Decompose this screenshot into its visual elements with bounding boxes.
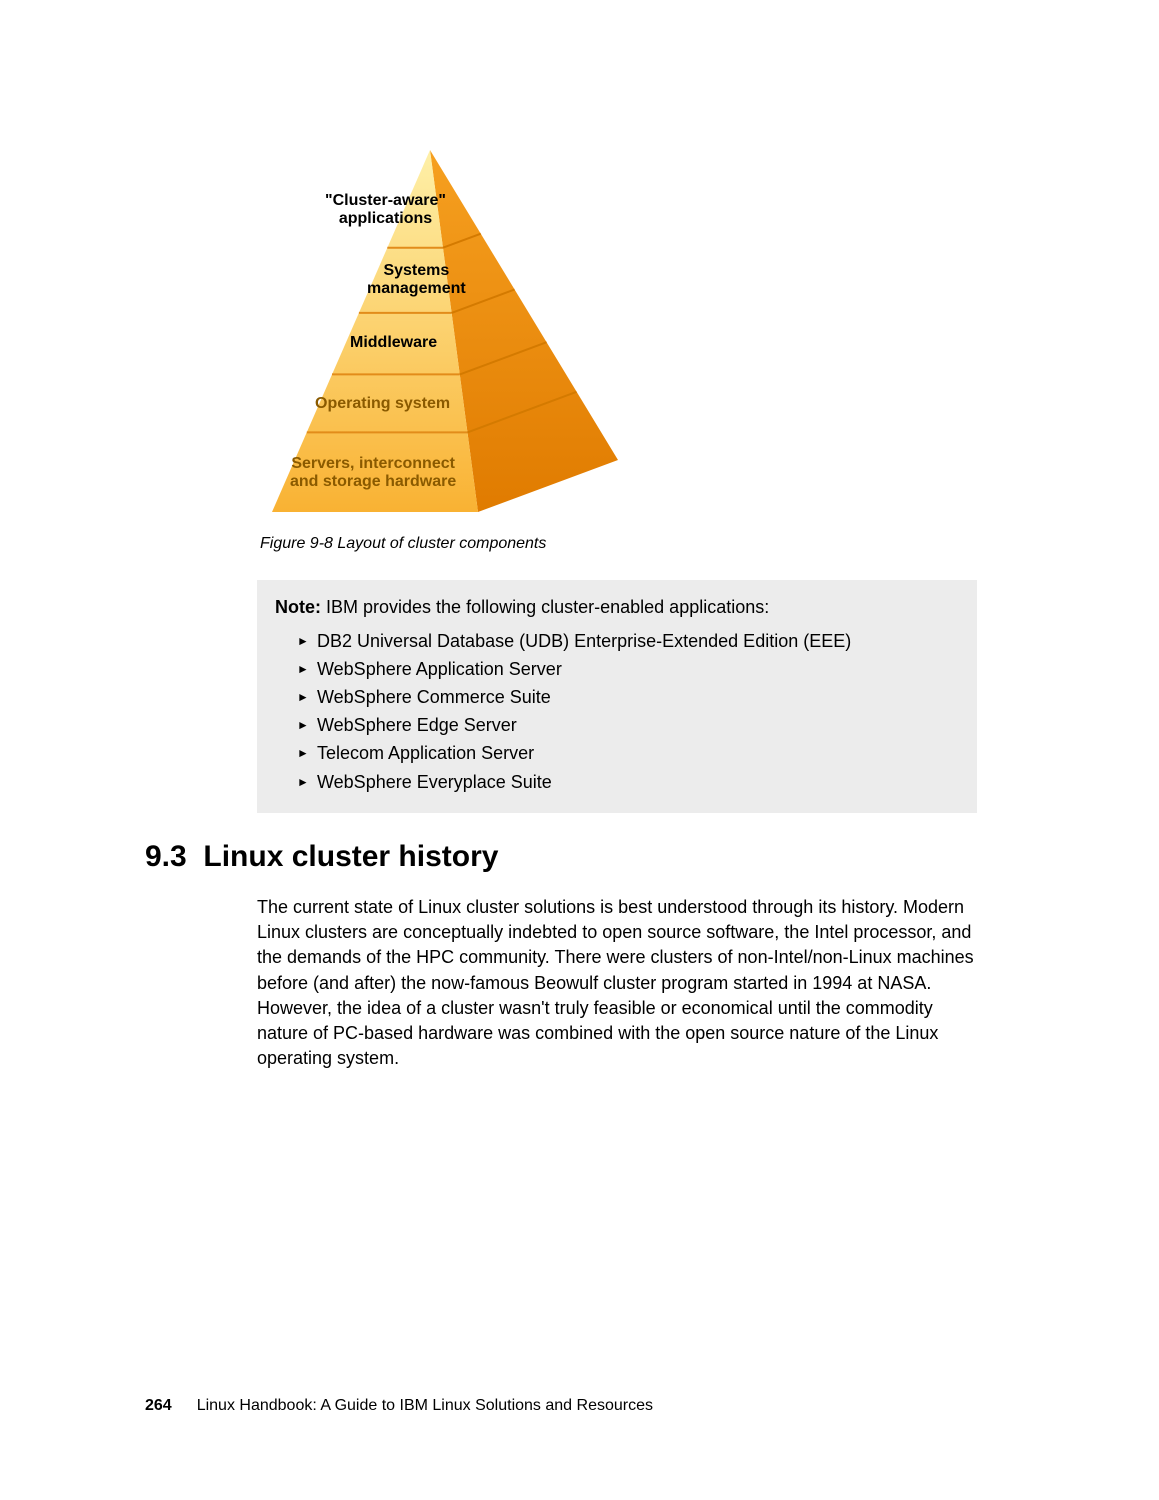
page-number: 264 [145,1397,172,1414]
note-intro-line: Note: IBM provides the following cluster… [275,594,959,620]
body-paragraph: The current state of Linux cluster solut… [257,895,977,1071]
document-page: "Cluster-aware" applications Systems man… [0,0,1159,1500]
book-title: Linux Handbook: A Guide to IBM Linux Sol… [197,1397,653,1414]
list-item: WebSphere Application Server [297,656,959,682]
pyramid-figure: "Cluster-aware" applications Systems man… [260,150,660,520]
note-label: Note: [275,597,321,617]
list-item: WebSphere Everyplace Suite [297,769,959,795]
figure-caption: Figure 9-8 Layout of cluster components [260,535,546,553]
list-item: DB2 Universal Database (UDB) Enterprise-… [297,628,959,654]
section-title: Linux cluster history [203,840,498,873]
note-intro: IBM provides the following cluster-enabl… [321,597,769,617]
note-box: Note: IBM provides the following cluster… [257,580,977,813]
section-heading: 9.3 Linux cluster history [145,840,498,874]
list-item: Telecom Application Server [297,740,959,766]
list-item: WebSphere Edge Server [297,712,959,738]
page-footer: 264 Linux Handbook: A Guide to IBM Linux … [145,1397,653,1415]
pyramid-layer-label-1: Systems management [367,262,466,299]
section-number: 9.3 [145,840,187,873]
pyramid-layer-label-2: Middleware [350,334,437,352]
list-item: WebSphere Commerce Suite [297,684,959,710]
note-list: DB2 Universal Database (UDB) Enterprise-… [275,628,959,795]
pyramid-layer-label-0: "Cluster-aware" applications [325,192,446,229]
pyramid-layer-label-4: Servers, interconnect and storage hardwa… [290,455,456,492]
pyramid-layer-label-3: Operating system [315,395,450,413]
